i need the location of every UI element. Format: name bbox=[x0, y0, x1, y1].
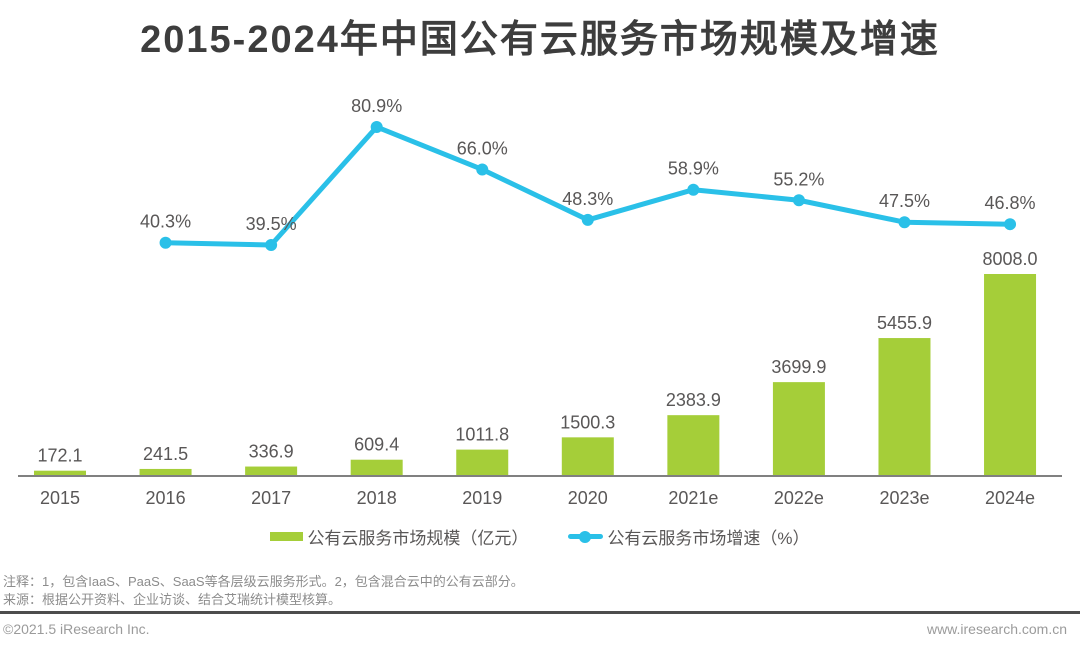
line-label-2017: 39.5% bbox=[246, 214, 297, 234]
line-series-dot-icon bbox=[579, 530, 592, 543]
line-label-2016: 40.3% bbox=[140, 212, 191, 232]
line-point-2021e bbox=[687, 183, 700, 196]
bar-2023e bbox=[878, 338, 931, 475]
legend-label-market-size: 公有云服务市场规模（亿元） bbox=[307, 529, 529, 548]
legend-item-growth-rate: 公有云服务市场增速（%） bbox=[568, 524, 810, 549]
footnotes: 注释：1，包含IaaS、PaaS、SaaS等各层级云服务形式。2，包含混合云中的… bbox=[3, 573, 1077, 609]
bar-2022e bbox=[772, 382, 825, 475]
x-tick-2015: 2015 bbox=[40, 488, 80, 508]
bar-2020 bbox=[561, 437, 614, 475]
line-point-2022e bbox=[792, 194, 805, 207]
bar-2019 bbox=[456, 449, 509, 475]
legend-item-market-size: 公有云服务市场规模（亿元） bbox=[270, 524, 528, 549]
line-point-2019 bbox=[476, 163, 489, 176]
line-label-2021e: 58.9% bbox=[668, 159, 719, 179]
x-tick-2017: 2017 bbox=[251, 488, 291, 508]
x-tick-2019: 2019 bbox=[462, 488, 502, 508]
bar-label-2024e: 8008.0 bbox=[983, 249, 1038, 269]
bar-label-2016: 241.5 bbox=[143, 444, 188, 464]
copyright-text: ©2021.5 iResearch Inc. bbox=[3, 621, 150, 637]
legend-label-growth-rate: 公有云服务市场增速（%） bbox=[607, 529, 810, 548]
bar-label-2015: 172.1 bbox=[37, 446, 82, 466]
line-point-2020 bbox=[581, 213, 594, 226]
bar-label-2018: 609.4 bbox=[354, 435, 399, 455]
line-label-2023e: 47.5% bbox=[879, 191, 930, 211]
line-label-2019: 66.0% bbox=[457, 138, 508, 158]
bar-2018 bbox=[350, 459, 403, 475]
chart-legend: 公有云服务市场规模（亿元） 公有云服务市场增速（%） bbox=[0, 524, 1080, 549]
x-tick-2023e: 2023e bbox=[879, 488, 929, 508]
x-tick-2020: 2020 bbox=[568, 488, 608, 508]
source-line: 来源：根据公开资料、企业访谈、结合艾瑞统计模型核算。 bbox=[3, 592, 342, 607]
line-series-swatch-icon bbox=[568, 530, 604, 543]
line-point-2018 bbox=[370, 121, 383, 133]
bar-2015 bbox=[34, 470, 86, 475]
line-point-2016 bbox=[159, 236, 172, 249]
website-url: www.iresearch.com.cn bbox=[926, 621, 1067, 637]
x-tick-2016: 2016 bbox=[146, 488, 186, 508]
line-point-2017 bbox=[265, 239, 278, 251]
bar-label-2021e: 2383.9 bbox=[666, 390, 721, 410]
note-line: 注释：1，包含IaaS、PaaS、SaaS等各层级云服务形式。2，包含混合云中的… bbox=[3, 574, 524, 589]
bar-2024e bbox=[984, 274, 1037, 475]
bar-2017 bbox=[245, 466, 298, 475]
bar-2016 bbox=[139, 468, 192, 475]
line-label-2022e: 55.2% bbox=[773, 169, 824, 189]
footer-bar: ©2021.5 iResearch Inc. www.iresearch.com… bbox=[0, 621, 1080, 637]
line-point-2024e bbox=[1004, 218, 1017, 231]
line-point-2023e bbox=[898, 216, 911, 229]
line-label-2020: 48.3% bbox=[562, 189, 613, 209]
footer-divider bbox=[0, 611, 1080, 614]
bar-label-2020: 1500.3 bbox=[560, 412, 615, 432]
market-size-growth-chart: 172.1 2015 241.5 2016 336.9 2017 609.4 2018 1011… bbox=[18, 96, 1062, 508]
line-label-2018: 80.9% bbox=[351, 96, 402, 116]
bar-label-2017: 336.9 bbox=[249, 442, 294, 462]
x-tick-2021e: 2021e bbox=[668, 488, 718, 508]
x-tick-2018: 2018 bbox=[357, 488, 397, 508]
x-tick-2024e: 2024e bbox=[985, 488, 1035, 508]
line-label-2024e: 46.8% bbox=[985, 193, 1036, 213]
bar-label-2019: 1011.8 bbox=[455, 425, 509, 445]
bar-label-2023e: 5455.9 bbox=[877, 313, 932, 333]
bar-2021e bbox=[667, 415, 720, 475]
page-title: 2015-2024年中国公有云服务市场规模及增速 bbox=[140, 19, 940, 61]
x-tick-2022e: 2022e bbox=[774, 488, 824, 508]
bar-label-2022e: 3699.9 bbox=[771, 357, 826, 377]
bar-series-swatch-icon bbox=[270, 532, 304, 541]
